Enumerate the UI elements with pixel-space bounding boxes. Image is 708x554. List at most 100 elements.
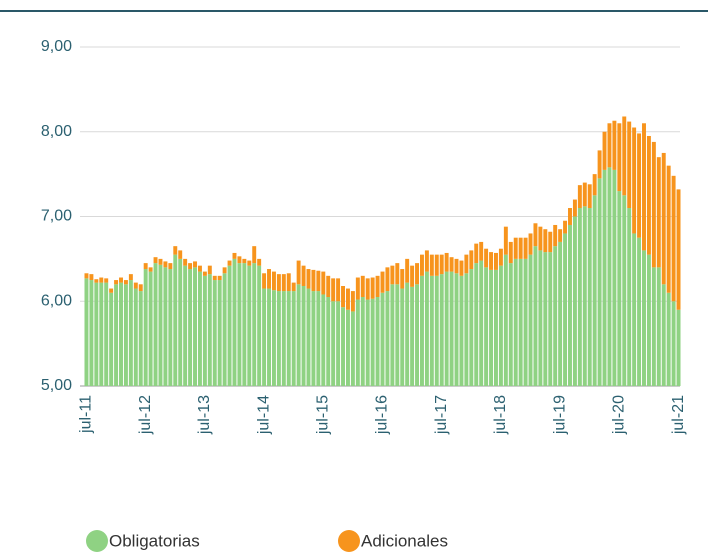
bar-segment [676,309,681,386]
bar-segment [119,277,123,283]
bar-segment [597,150,602,179]
bar-segment [84,273,89,279]
bar-segment [380,271,385,293]
x-tick-label: jul-15 [315,395,332,435]
bar-segment [479,260,484,386]
x-tick-label: jul-13 [196,395,213,435]
bar-segment [592,195,597,386]
bar-segment [193,261,197,268]
bar-segment [306,288,311,386]
bar-segment [267,288,271,386]
bar-segment [528,254,533,386]
bar-segment [296,284,301,386]
bar-segment [257,258,262,266]
y-tick-label: 8,00 [41,123,72,140]
legend-label: Adicionales [361,531,448,550]
bar-segment [439,254,444,275]
bar-segment [666,292,671,386]
bar-segment [429,254,434,276]
bar-segment [138,284,143,292]
bar-segment [572,216,577,386]
bar-segment [109,288,114,293]
bar-segment [400,269,405,289]
bar-segment [523,258,528,386]
bar-segment [592,174,597,196]
y-tick-label: 7,00 [41,208,72,225]
bar-segment [424,250,429,272]
bar-segment [355,277,360,300]
bar-segment [99,282,104,386]
bar-segment [518,258,523,386]
bar-segment [173,246,178,255]
bar-segment [286,291,291,386]
bar-segment [237,263,242,386]
bar-segment [123,284,128,386]
bar-segment [459,260,464,276]
bar-segment [390,284,395,386]
bar-segment [489,252,494,270]
bar-segment [385,267,390,292]
bar-segment [173,254,178,386]
bar-segment [153,257,158,264]
bar-segment [188,269,193,386]
bar-segment [143,263,148,270]
bar-segment [252,246,257,264]
bar-segment [331,278,336,302]
x-tick-label: jul-12 [137,395,154,435]
legend-swatch [86,530,108,552]
bar-segment [415,263,420,285]
bar-segment [109,292,114,386]
bar-segment [222,273,227,386]
bar-segment [207,274,212,386]
bar-segment [632,233,637,386]
bar-segment [597,178,602,386]
bar-segment [158,264,163,386]
bar-segment [148,271,153,386]
y-tick-label: 6,00 [41,292,72,309]
bar-segment [474,243,479,264]
bar-segment [444,252,449,272]
bar-segment [257,265,262,386]
bar-segment [296,260,301,285]
bar-segment [193,267,197,386]
x-tick-label: jul-14 [255,395,272,435]
bar-segment [449,271,454,386]
bar-segment [587,208,592,386]
bar-segment [602,131,607,170]
bar-segment [316,291,321,386]
x-tick-label: jul-20 [611,395,628,435]
bar-segment [415,284,420,386]
bar-segment [341,285,346,308]
bar-segment [543,252,548,386]
bar-segment [607,167,612,386]
bar-segment [513,237,518,259]
bar-segment [321,271,326,295]
bar-segment [400,288,405,386]
bar-segment [651,267,656,386]
bar-segment [336,278,341,302]
bar-segment [163,267,168,386]
bar-segment [267,269,271,289]
bar-segment [632,127,637,234]
bar-segment [212,275,217,281]
bar-segment [528,233,533,255]
bar-segment [212,280,217,386]
bar-segment [503,254,508,386]
bar-segment [538,226,543,251]
bar-segment [533,223,538,247]
bar-segment [494,269,498,386]
bar-segment [281,291,286,386]
bar-segment [538,250,543,386]
bar-segment [197,271,202,386]
bar-segment [671,301,676,386]
bar-segment [311,269,316,292]
bar-segment [197,265,202,272]
bar-segment [168,263,173,270]
bar-segment [291,291,296,386]
bar-segment [671,175,676,302]
bar-segment [503,226,508,255]
bar-segment [375,275,380,298]
bar-segment [617,123,622,192]
bar-segment [94,282,99,386]
bar-segment [271,271,276,291]
